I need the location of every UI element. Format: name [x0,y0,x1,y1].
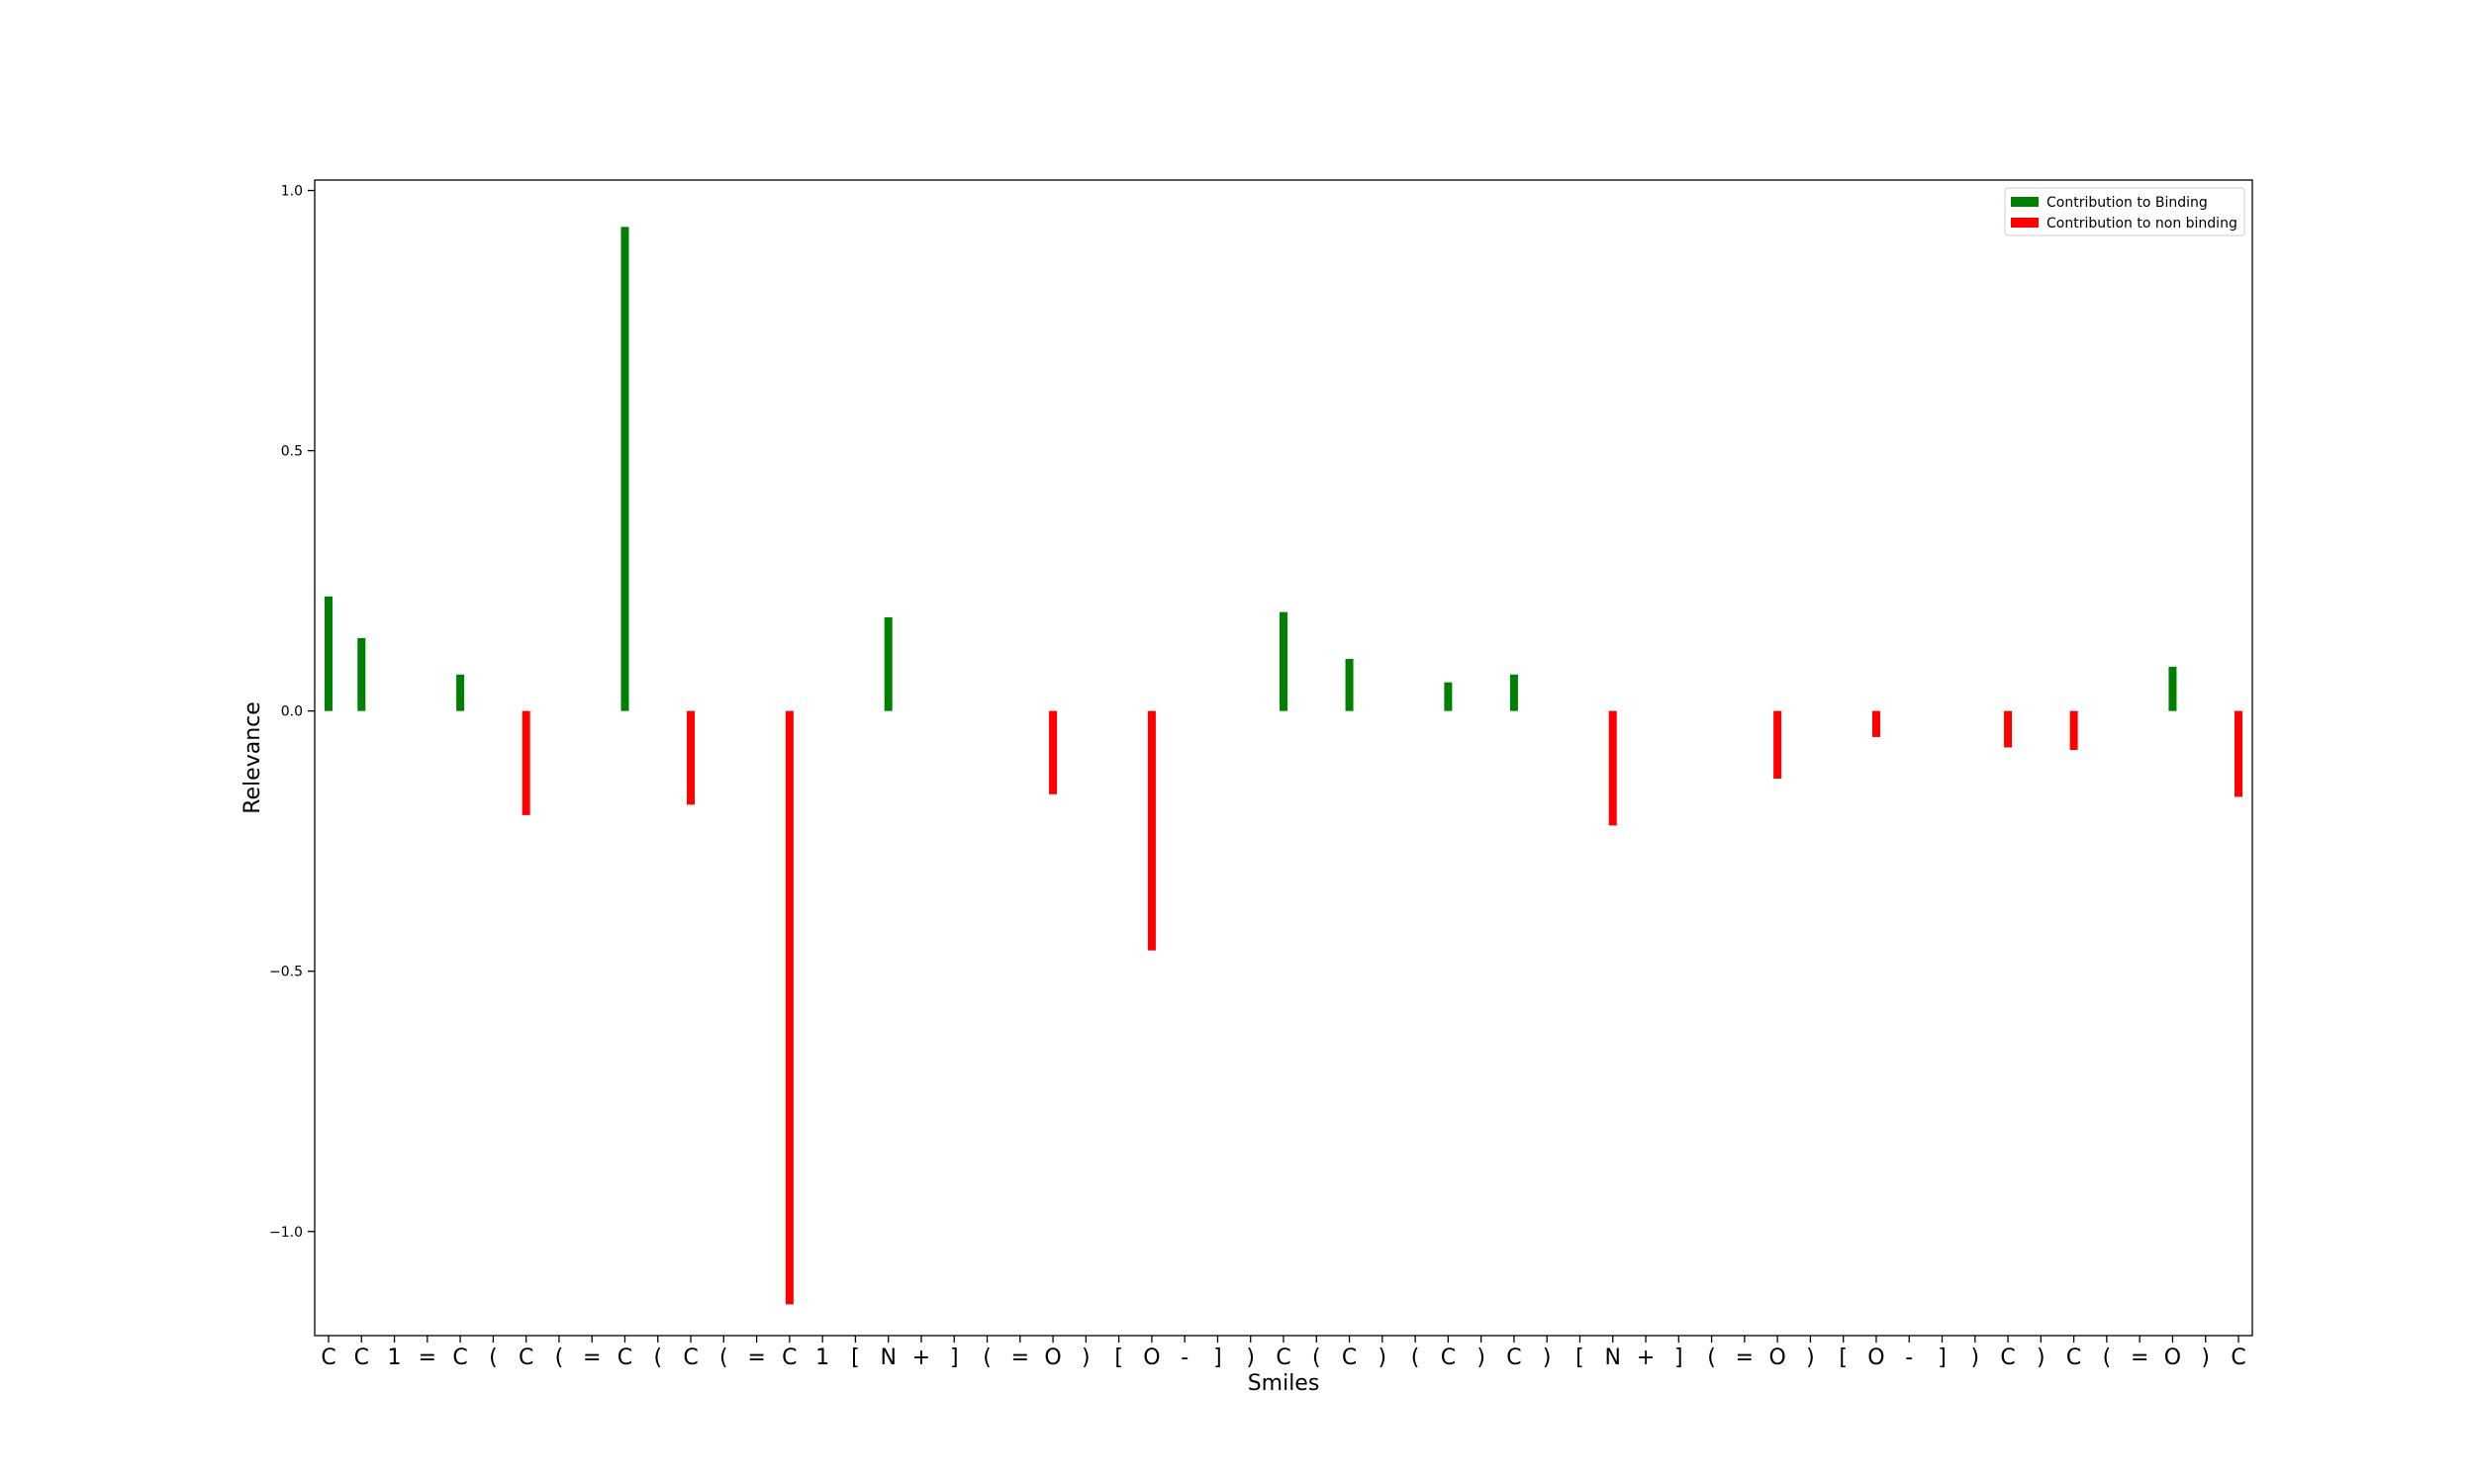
y-axis-label: Relevance [240,701,265,814]
x-tick-label: ( [653,1345,662,1370]
x-tick-label: = [2131,1345,2148,1370]
x-tick-label: N [1605,1345,1621,1370]
x-tick-label: ( [983,1345,992,1370]
bar-binding [456,674,465,711]
x-tick-label: = [419,1345,436,1370]
x-tick-label: C [782,1345,797,1370]
legend-swatch-non-binding [2011,218,2039,228]
x-tick-label: ( [489,1345,498,1370]
bar-non-binding [785,710,794,1305]
legend-box [2004,187,2245,236]
x-tick-label: ) [2037,1345,2046,1370]
x-tick-label: - [1905,1345,1913,1370]
x-tick-label: N [880,1345,896,1370]
bar-non-binding [1773,710,1782,780]
bar-non-binding [522,710,530,815]
bar-binding [357,637,366,711]
x-tick-label: C [618,1345,632,1370]
x-tick-label: ( [719,1345,728,1370]
bar-binding [1509,674,1518,711]
x-tick-label: = [1736,1345,1754,1370]
x-tick-label: = [583,1345,601,1370]
x-tick-label: O [1044,1345,1061,1370]
x-tick-label: ] [1674,1345,1683,1370]
x-tick-label: C [1342,1345,1357,1370]
x-tick-label: C [1276,1345,1290,1370]
x-tick-label: O [1768,1345,1785,1370]
x-tick-label: ( [1411,1345,1420,1370]
y-tick-label: −0.5 [269,965,303,980]
x-tick-label: [ [1575,1345,1584,1370]
x-tick-label: ] [1938,1345,1947,1370]
x-tick-label: C [452,1345,467,1370]
x-tick-label: ( [1312,1345,1321,1370]
bar-binding [620,227,629,711]
bar-binding [884,616,893,711]
x-tick-label: ) [1543,1345,1552,1370]
x-tick-label: 1 [388,1345,402,1370]
x-tick-label: ] [1213,1345,1222,1370]
bar-non-binding [1871,710,1880,737]
x-tick-label: 1 [815,1345,829,1370]
x-tick-label: O [2164,1345,2181,1370]
x-tick-label: C [2066,1345,2081,1370]
bar-binding [2168,666,2177,711]
plot-area-frame [314,179,2253,1337]
x-tick-label: = [747,1345,765,1370]
x-tick-label: C [1506,1345,1521,1370]
x-tick-label: - [1181,1345,1189,1370]
bars-group [325,227,2242,1305]
bar-non-binding [1147,710,1156,951]
x-tick-label: = [1011,1345,1029,1370]
x-axis: C C 1 = C(C(= C(C(= C 1[N +](= O)[O -]) C(C)(C) C)[N… [321,1336,2246,1370]
x-tick-label: C [683,1345,698,1370]
bar-non-binding [1049,710,1058,794]
x-tick-label: ) [2201,1345,2210,1370]
x-tick-label: ) [1082,1345,1091,1370]
x-tick-label: ) [1806,1345,1815,1370]
x-tick-label: [ [1114,1345,1123,1370]
bar-non-binding [1608,710,1617,826]
bar-non-binding [2235,710,2242,797]
x-tick-label: C [2231,1345,2245,1370]
x-tick-label: [ [1839,1345,1848,1370]
x-tick-label: ( [555,1345,564,1370]
x-tick-label: ) [1379,1345,1387,1370]
bar-binding [1444,682,1453,711]
x-tick-label: O [1143,1345,1160,1370]
x-tick-label: C [2000,1345,2015,1370]
x-tick-label: ) [1246,1345,1255,1370]
bar-non-binding [2069,710,2078,751]
x-tick-label: ] [950,1345,959,1370]
x-tick-label: + [1637,1345,1655,1370]
x-tick-label: C [1441,1345,1456,1370]
bar-binding [1345,659,1354,711]
x-tick-label: ( [2103,1345,2112,1370]
x-tick-label: ) [1476,1345,1485,1370]
y-axis: 1.0 0.5 0.0 −0.5 −1.0 [269,184,315,1241]
legend-label-non-binding: Contribution to non binding [2046,216,2237,232]
x-tick-label: C [519,1345,533,1370]
x-tick-label: C [321,1345,335,1370]
legend-swatch-binding [2011,197,2039,207]
y-tick-label: 0.5 [281,444,303,460]
legend-label-binding: Contribution to Binding [2046,195,2208,211]
bar-binding [325,596,333,711]
bar-non-binding [2004,710,2013,748]
x-tick-label: ) [1970,1345,1979,1370]
x-tick-label: C [354,1345,369,1370]
y-tick-label: 1.0 [281,184,303,200]
x-axis-label: Smiles [1248,1371,1320,1396]
y-tick-label: 0.0 [281,704,303,720]
x-tick-label: + [912,1345,930,1370]
bar-binding [1280,611,1287,711]
x-tick-label: O [1867,1345,1884,1370]
legend: Contribution to Binding Contribution to … [2004,187,2245,236]
y-tick-label: −1.0 [269,1225,303,1241]
bar-non-binding [687,710,696,805]
x-tick-label: [ [851,1345,860,1370]
x-tick-label: ( [1707,1345,1716,1370]
